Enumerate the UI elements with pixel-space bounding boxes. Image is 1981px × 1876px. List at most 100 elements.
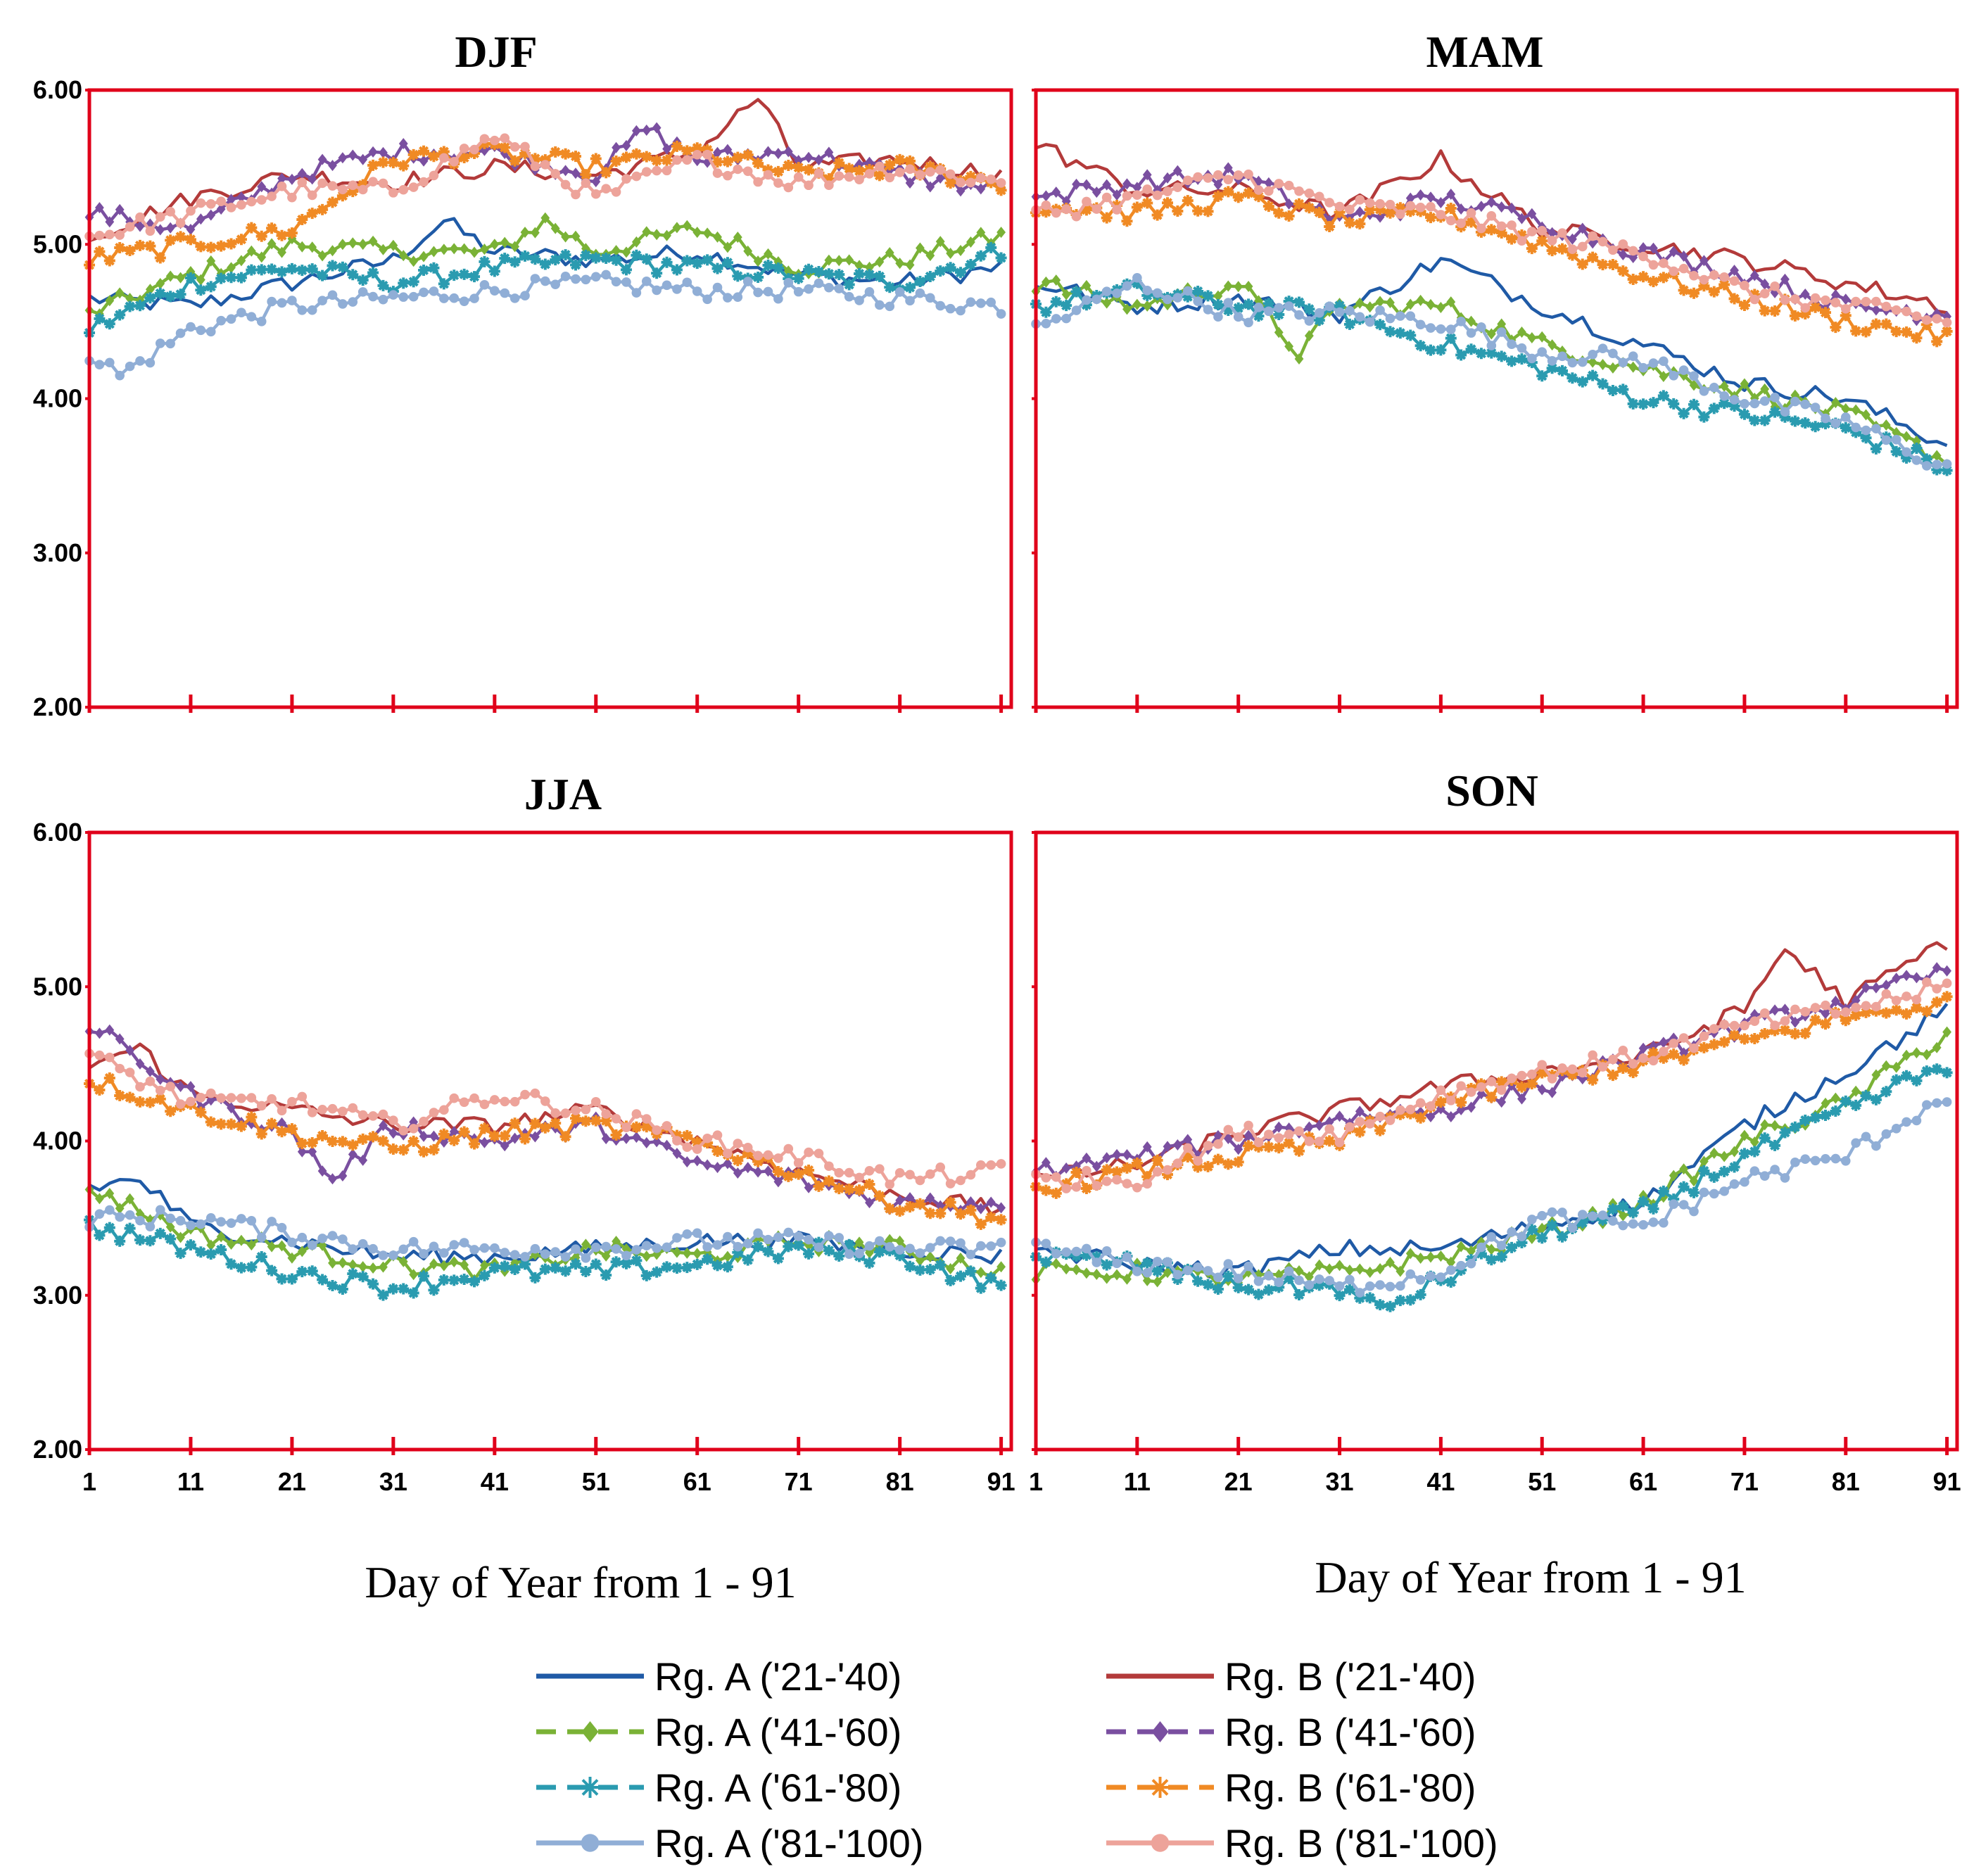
series-marker [1546, 362, 1558, 374]
series-marker [205, 281, 217, 293]
series-marker [1405, 1248, 1415, 1260]
series-marker [114, 1235, 126, 1247]
series-marker [843, 163, 855, 175]
series-marker [935, 1162, 946, 1172]
series-marker [884, 281, 896, 293]
series-marker [530, 274, 540, 284]
series-marker [721, 1261, 733, 1273]
series-marker [986, 175, 996, 184]
series-marker [368, 1243, 378, 1254]
series-marker [1830, 1153, 1841, 1164]
series-marker [367, 159, 379, 171]
series-marker [783, 278, 794, 288]
series-marker [1445, 324, 1456, 334]
series-marker [1821, 295, 1830, 305]
series-marker [308, 241, 317, 253]
series-marker [1324, 1276, 1334, 1286]
series-marker [338, 299, 348, 309]
series-marker [1496, 327, 1507, 337]
series-marker [894, 1250, 906, 1262]
series-marker [1415, 202, 1426, 213]
series-marker [1243, 1140, 1255, 1152]
legend-item: Rg. A ('21-'40) [536, 1654, 901, 1699]
legend-label: Rg. A ('81-'100) [654, 1821, 923, 1865]
series-marker [1151, 209, 1163, 221]
series-marker [1830, 418, 1841, 429]
series-marker [732, 151, 744, 163]
series-marker [1203, 173, 1213, 183]
series-marker [732, 1155, 744, 1167]
series-marker [590, 189, 601, 199]
series-marker [732, 270, 744, 282]
series-marker [479, 280, 490, 290]
series-marker [975, 250, 987, 262]
series-marker [115, 287, 125, 299]
series-marker [956, 1175, 966, 1186]
series-marker [327, 1136, 338, 1148]
series-marker [539, 1263, 551, 1275]
series-marker [1547, 236, 1557, 246]
series-marker [255, 1128, 267, 1140]
series-marker [1820, 418, 1831, 430]
series-marker [844, 291, 854, 302]
legend-marker [1151, 1834, 1170, 1852]
series-marker [723, 241, 733, 253]
series-marker [1496, 1085, 1507, 1095]
series-marker [398, 1244, 409, 1255]
series-marker [631, 171, 642, 182]
series-marker [307, 1240, 317, 1250]
series-marker [1860, 1006, 1872, 1018]
series-marker [124, 1222, 136, 1234]
series-marker [439, 293, 449, 303]
series-marker [559, 1265, 571, 1277]
plot-frame [1034, 830, 1959, 1452]
series-marker [277, 182, 287, 191]
series-marker [276, 1273, 288, 1285]
series-marker [1932, 450, 1942, 462]
series-marker [894, 1245, 905, 1255]
series-marker [195, 284, 207, 296]
legend-label: Rg. B ('21-'40) [1224, 1654, 1476, 1699]
series-marker [1486, 1091, 1498, 1103]
series-marker [165, 338, 175, 349]
series-marker [793, 1231, 804, 1241]
series-marker [691, 258, 703, 270]
series-marker [1456, 317, 1466, 327]
series-marker [531, 227, 540, 239]
series-marker [287, 192, 297, 203]
series-marker [691, 1258, 703, 1270]
series-marker [976, 1267, 986, 1279]
series-marker [1740, 1177, 1749, 1187]
series-marker [1779, 1024, 1791, 1036]
series-marker [1486, 341, 1497, 350]
series-marker [195, 1106, 207, 1118]
series-marker [600, 1269, 612, 1281]
series-marker [1820, 307, 1831, 319]
series-marker [255, 230, 267, 242]
series-marker [267, 296, 277, 307]
series-marker [408, 1236, 419, 1247]
series-marker [540, 276, 550, 286]
series-marker [1709, 1189, 1719, 1199]
x-tick-label: 21 [1224, 1467, 1253, 1496]
series-marker [1911, 443, 1923, 455]
series-marker [1203, 1266, 1213, 1276]
series-marker [1375, 305, 1385, 315]
series-marker [398, 1144, 410, 1156]
series-marker [125, 1044, 134, 1056]
series-marker [175, 328, 186, 338]
series-marker [915, 1248, 925, 1258]
series-marker [145, 1076, 156, 1086]
series-marker [813, 1236, 825, 1248]
series-marker [682, 220, 692, 232]
series-marker [702, 1159, 712, 1171]
series-marker [1749, 294, 1760, 305]
x-tick-label: 31 [379, 1467, 407, 1496]
series-marker [1901, 306, 1911, 317]
series-marker [216, 1231, 226, 1243]
series-marker [125, 1210, 135, 1220]
series-marker [1800, 1154, 1811, 1165]
series-marker [1860, 326, 1872, 338]
series-marker [1091, 294, 1102, 305]
series-marker [327, 290, 338, 300]
